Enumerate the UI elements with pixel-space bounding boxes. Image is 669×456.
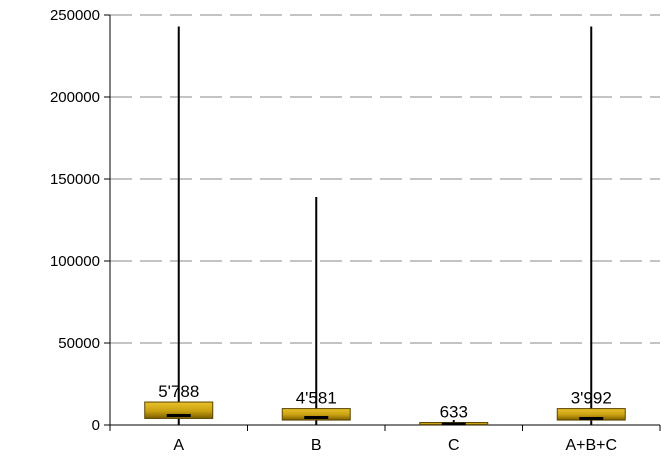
y-tick-label: 100000 bbox=[50, 253, 100, 270]
grid-lines bbox=[110, 14, 660, 344]
boxes bbox=[144, 26, 626, 426]
box-1 bbox=[144, 401, 214, 419]
box-2 bbox=[281, 408, 351, 421]
x-category-label-3: C bbox=[448, 437, 460, 454]
labels: 5'788 A 4'581 B 633 C 3'992 A+B+C bbox=[158, 382, 617, 454]
y-tick-label: 250000 bbox=[50, 7, 100, 24]
x-category-label-1: A bbox=[173, 437, 184, 454]
median-label-3: 633 bbox=[440, 403, 468, 422]
median-label-2: 4'581 bbox=[296, 389, 337, 408]
x-category-label-4: A+B+C bbox=[565, 437, 617, 454]
y-axis-ticks: 0 50000 100000 150000 200000 250000 bbox=[50, 7, 661, 434]
axes bbox=[109, 15, 660, 426]
y-tick-label: 150000 bbox=[50, 171, 100, 188]
y-tick-label: 200000 bbox=[50, 89, 100, 106]
y-tick-label: 0 bbox=[92, 417, 100, 434]
median-label-4: 3'992 bbox=[571, 389, 612, 408]
median-label-1: 5'788 bbox=[158, 382, 199, 401]
x-category-label-2: B bbox=[311, 437, 322, 454]
box-4 bbox=[556, 408, 626, 421]
y-tick-label: 50000 bbox=[58, 335, 100, 352]
